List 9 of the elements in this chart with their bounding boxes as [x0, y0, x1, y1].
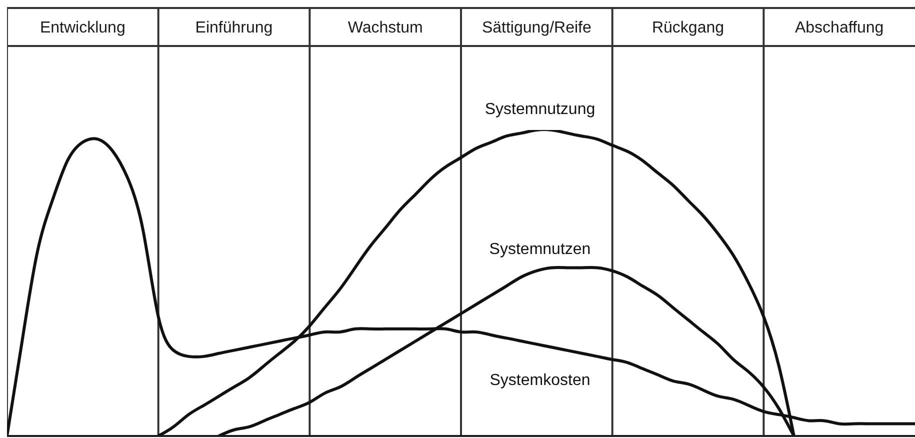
x-tick-label: Wachstum — [348, 20, 423, 36]
x-tick-label: Entwicklung — [40, 20, 126, 36]
series-label: Systemnutzung — [484, 101, 596, 118]
series-label: Systemnutzen — [489, 241, 591, 258]
x-tick-label: Rückgang — [652, 20, 724, 36]
x-tick-label: Sättigung/Reife — [482, 20, 592, 36]
x-tick-label: Abschaffung — [794, 20, 884, 36]
series-label: Systemkosten — [490, 372, 590, 389]
x-tick-label: Einführung — [195, 20, 273, 36]
